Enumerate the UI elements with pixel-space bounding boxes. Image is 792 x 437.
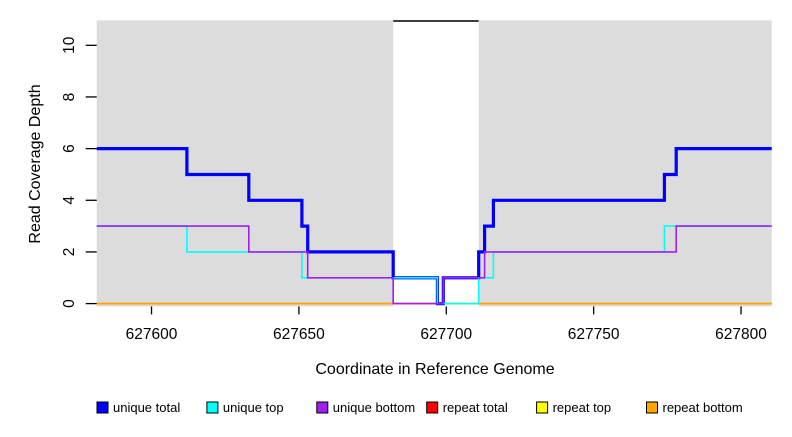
gap-region [393,20,479,307]
legend-label: unique top [223,400,284,415]
legend-label: unique bottom [333,400,415,415]
x-tick-label: 627750 [568,326,620,343]
axes: 627600 627650 627700 627750 627800 0 2 4 6 8 10 [61,36,767,343]
x-tick-label: 627800 [715,326,767,343]
y-tick-label: 8 [61,93,78,102]
legend-label: repeat total [443,400,508,415]
plot-area [96,20,772,307]
legend-item: unique bottom [316,400,415,415]
legend-label: repeat bottom [663,400,743,415]
x-tick-label: 627600 [126,326,178,343]
x-tick-label: 627650 [273,326,325,343]
series-unique-bottom [96,225,772,305]
legend-swatch-unique-bottom [316,401,329,414]
legend-swatch-repeat-top [536,401,549,414]
legend-label: unique total [113,400,180,415]
y-tick-label: 2 [61,248,78,257]
y-tick-label: 4 [61,196,78,205]
legend-item: repeat top [536,400,612,415]
legend-item: unique total [96,400,180,415]
legend-swatch-repeat-bottom [646,401,658,414]
legend-item: repeat bottom [646,400,743,415]
x-axis-title: Coordinate in Reference Genome [315,361,554,378]
y-tick-label: 0 [61,299,78,308]
legend-swatch-unique-total [96,401,109,414]
legend-item: unique top [206,400,284,415]
y-axis-title: Read Coverage Depth [27,84,44,243]
legend-swatch-repeat-total [426,401,439,414]
legend-item: repeat total [426,400,508,415]
x-tick-label: 627700 [420,326,472,343]
y-tick-label: 10 [61,36,78,54]
legend-label: repeat top [553,400,612,415]
y-tick-label: 6 [61,144,78,153]
legend-swatch-unique-top [206,401,219,414]
legend: unique total unique top unique bottom repea… [96,400,743,415]
